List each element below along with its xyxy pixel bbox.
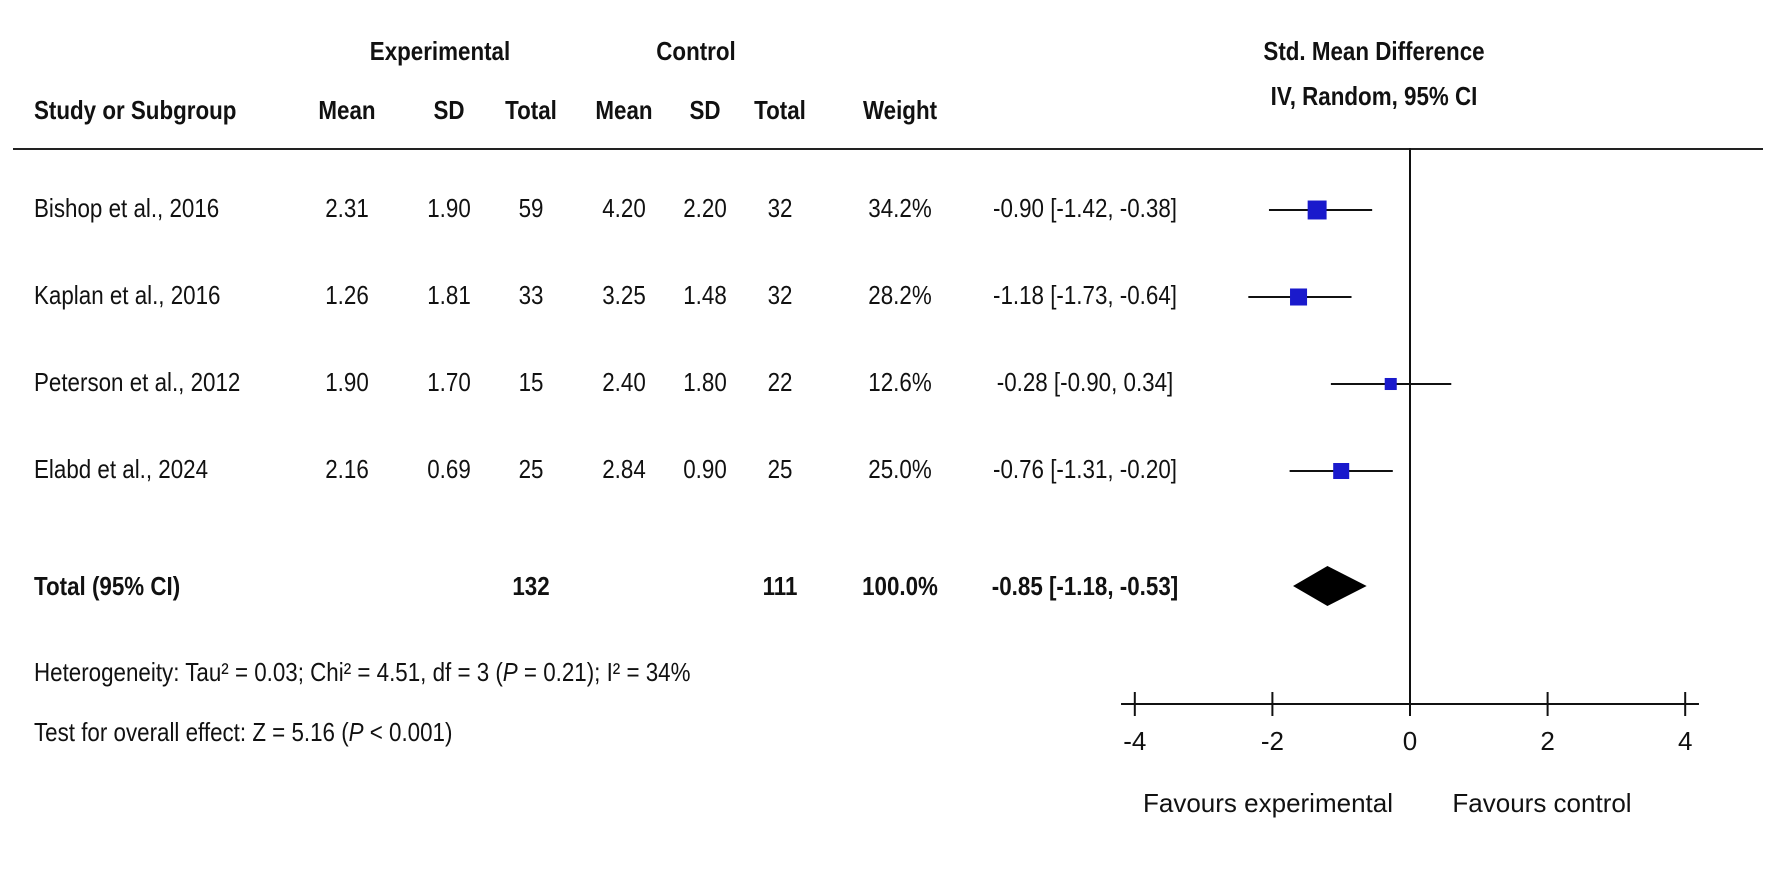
ctl-mean-value: 4.20 <box>602 193 646 223</box>
overall-effect-p-value: < 0.001) <box>363 717 453 747</box>
total-exp-count: 132 <box>512 571 550 601</box>
total-ci-value: -0.85 [-1.18, -0.53] <box>991 571 1179 601</box>
favours-experimental-label: Favours experimental <box>1143 788 1393 818</box>
exp-total-value: 25 <box>518 454 544 484</box>
heterogeneity-p-value: = 0.21); I² = 34% <box>517 657 691 687</box>
exp-sd-value: 1.70 <box>427 367 471 397</box>
ctl-sd-header: SD <box>689 95 721 125</box>
heterogeneity-stats: Heterogeneity: Tau² = 0.03; Chi² = 4.51,… <box>34 657 690 687</box>
overall-effect-p-symbol: P <box>348 717 364 747</box>
heterogeneity-prefix: Heterogeneity: Tau² = 0.03; Chi² = 4.51,… <box>34 657 503 687</box>
study-effect-square <box>1384 377 1397 391</box>
study-column-header: Study or Subgroup <box>34 95 237 125</box>
x-axis-tick-label: -4 <box>1123 726 1146 756</box>
weight-value: 34.2% <box>868 193 932 223</box>
control-group-header: Control <box>656 36 736 66</box>
experimental-group-header: Experimental <box>369 36 511 66</box>
ctl-mean-value: 3.25 <box>602 280 646 310</box>
ci-value: -0.76 [-1.31, -0.20] <box>993 454 1177 484</box>
study-effect-square <box>1333 463 1350 479</box>
exp-sd-value: 1.81 <box>427 280 471 310</box>
x-axis-tick-label: -2 <box>1261 726 1284 756</box>
weight-value: 12.6% <box>868 367 932 397</box>
exp-mean-value: 1.90 <box>325 367 369 397</box>
exp-mean-value: 1.26 <box>325 280 369 310</box>
exp-total-value: 59 <box>518 193 544 223</box>
weight-value: 25.0% <box>868 454 932 484</box>
overall-effect-stats: Test for overall effect: Z = 5.16 (P < 0… <box>34 717 452 747</box>
ctl-sd-value: 0.90 <box>683 454 727 484</box>
ctl-sd-value: 2.20 <box>683 193 727 223</box>
study-name: Elabd et al., 2024 <box>34 454 209 484</box>
ci-value: -1.18 [-1.73, -0.64] <box>993 280 1177 310</box>
exp-sd-value: 1.90 <box>427 193 471 223</box>
ctl-mean-header: Mean <box>595 95 653 125</box>
ctl-mean-value: 2.84 <box>602 454 646 484</box>
study-effect-square <box>1307 200 1327 220</box>
exp-sd-header: SD <box>433 95 465 125</box>
effect-title-line1: Std. Mean Difference <box>1263 36 1485 66</box>
exp-mean-header: Mean <box>318 95 376 125</box>
ctl-mean-value: 2.40 <box>602 367 646 397</box>
ci-value: -0.28 [-0.90, 0.34] <box>996 367 1174 397</box>
total-label: Total (95% CI) <box>34 571 181 601</box>
total-weight: 100.0% <box>862 571 938 601</box>
weight-value: 28.2% <box>868 280 932 310</box>
exp-total-value: 15 <box>518 367 544 397</box>
ctl-total-value: 22 <box>767 367 793 397</box>
exp-mean-value: 2.16 <box>325 454 369 484</box>
x-axis-tick-label: 0 <box>1403 726 1417 756</box>
effect-title-line2: IV, Random, 95% CI <box>1270 81 1478 111</box>
ctl-total-value: 32 <box>767 280 793 310</box>
weight-header: Weight <box>862 95 938 125</box>
study-effect-square <box>1290 288 1308 306</box>
heterogeneity-p-symbol: P <box>502 657 518 687</box>
study-name: Peterson et al., 2012 <box>34 367 241 397</box>
header-divider <box>13 148 1763 150</box>
ctl-sd-value: 1.48 <box>683 280 727 310</box>
favours-control-label: Favours control <box>1452 788 1631 818</box>
exp-total-value: 33 <box>518 280 544 310</box>
x-axis-tick-label: 4 <box>1678 726 1692 756</box>
ctl-sd-value: 1.80 <box>683 367 727 397</box>
pooled-effect-diamond <box>1293 566 1367 606</box>
exp-sd-value: 0.69 <box>427 454 471 484</box>
exp-mean-value: 2.31 <box>325 193 369 223</box>
ctl-total-value: 32 <box>767 193 793 223</box>
exp-total-header: Total <box>505 95 557 125</box>
ctl-total-value: 25 <box>767 454 793 484</box>
overall-effect-prefix: Test for overall effect: Z = 5.16 ( <box>34 717 349 747</box>
x-axis-tick-label: 2 <box>1540 726 1554 756</box>
study-name: Kaplan et al., 2016 <box>34 280 221 310</box>
total-ctl-count: 111 <box>762 571 798 601</box>
study-name: Bishop et al., 2016 <box>34 193 220 223</box>
ctl-total-header: Total <box>754 95 806 125</box>
ci-value: -0.90 [-1.42, -0.38] <box>993 193 1177 223</box>
